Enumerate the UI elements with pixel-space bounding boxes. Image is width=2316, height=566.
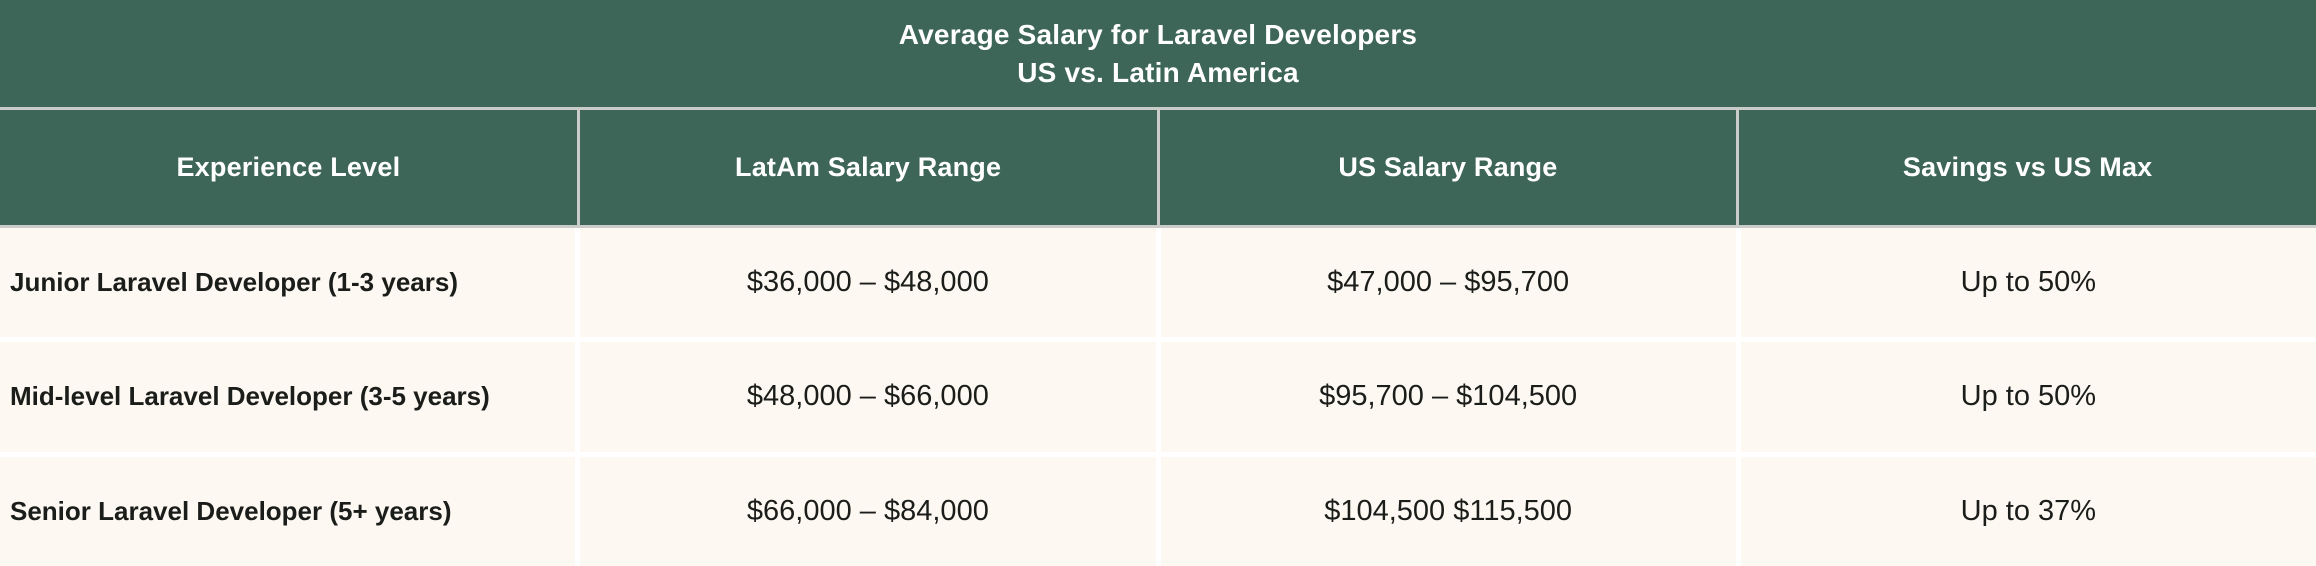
cell-latam-range-junior: $36,000 – $48,000 [580,228,1156,338]
table-title: Average Salary for Laravel Developers US… [0,0,2316,107]
title-line-2: US vs. Latin America [1017,56,1299,88]
cell-experience-midlevel: Mid-level Laravel Developer (3-5 years) [0,342,576,452]
cell-latam-range-senior: $66,000 – $84,000 [580,456,1156,566]
column-header-experience-level: Experience Level [0,110,577,225]
cell-us-range-midlevel: $95,700 – $104,500 [1160,342,1736,452]
column-header-savings-vs-us-max: Savings vs US Max [1739,110,2316,225]
cell-us-range-senior: $104,500 $115,500 [1160,456,1736,566]
cell-savings-senior: Up to 37% [1740,456,2316,566]
cell-savings-midlevel: Up to 50% [1740,342,2316,452]
cell-savings-junior: Up to 50% [1740,228,2316,338]
cell-experience-senior: Senior Laravel Developer (5+ years) [0,456,576,566]
column-header-us-salary-range: US Salary Range [1159,110,1737,225]
cell-us-range-junior: $47,000 – $95,700 [1160,228,1736,338]
table-header-row: Experience Level LatAm Salary Range US S… [0,107,2316,228]
cell-latam-range-midlevel: $48,000 – $66,000 [580,342,1156,452]
column-header-latam-salary-range: LatAm Salary Range [579,110,1157,225]
table-body: Junior Laravel Developer (1-3 years) $36… [0,228,2316,566]
title-line-1: Average Salary for Laravel Developers [898,18,1418,50]
cell-experience-junior: Junior Laravel Developer (1-3 years) [0,228,576,338]
